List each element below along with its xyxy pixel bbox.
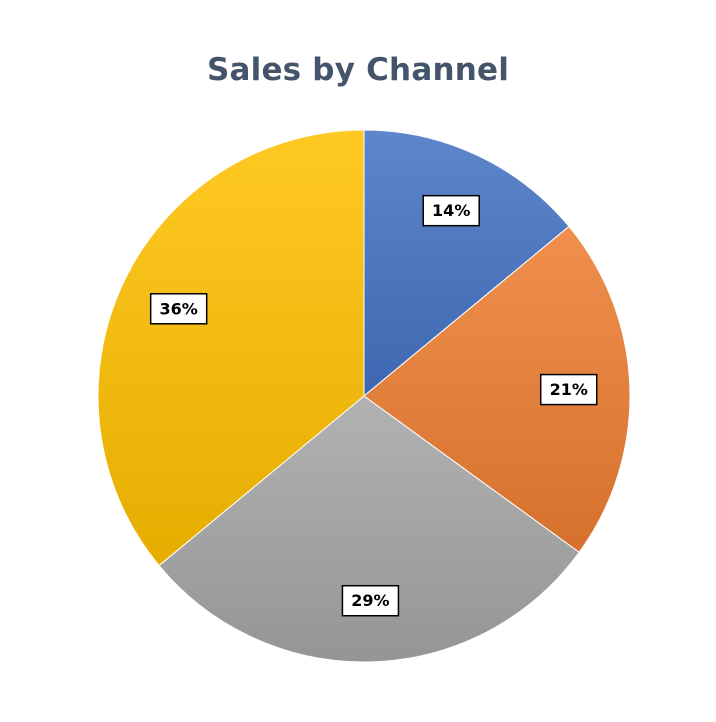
pie-slice (363, 129, 570, 398)
slice-data-label: 21% (539, 373, 598, 406)
chart-title: Sales by Channel (206, 52, 510, 88)
data-label-text: 36% (160, 299, 198, 318)
data-label-box (341, 584, 400, 617)
pie-data-labels: 14% 21% 29% 36% (149, 194, 598, 617)
slice-data-label: 14% (422, 194, 480, 227)
data-label-box (422, 194, 480, 227)
pie-slices (97, 129, 631, 663)
data-label-text: 14% (432, 201, 470, 220)
data-label-text: 21% (550, 380, 588, 399)
data-label-box (539, 373, 598, 406)
data-label-text: 29% (351, 591, 389, 610)
slice-data-label: 29% (341, 584, 400, 617)
data-label-box (149, 293, 208, 325)
pie-slice (158, 395, 580, 663)
pie-slice (97, 129, 365, 567)
slice-data-label: 36% (149, 293, 208, 325)
pie-slice (363, 225, 631, 554)
